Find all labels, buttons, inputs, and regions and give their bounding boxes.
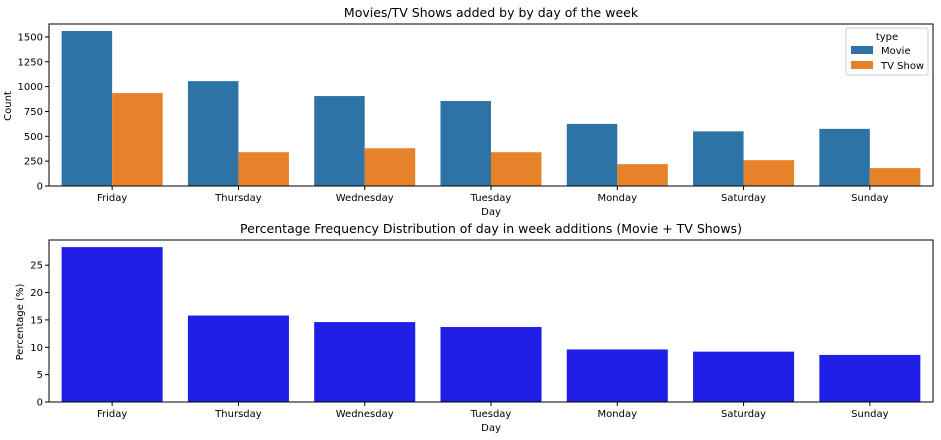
legend-title: type	[876, 32, 898, 43]
bottom-x-tick-label: Sunday	[851, 409, 888, 420]
top-axes-frame	[48, 23, 934, 187]
bottom-x-tick-label: Tuesday	[470, 409, 512, 420]
legend-label-movie: Movie	[881, 46, 911, 57]
top-plot-frame	[48, 23, 934, 187]
bottom-x-tick-label: Monday	[598, 409, 638, 420]
top-bar-tv-show-sunday	[869, 168, 921, 186]
bottom-bar-saturday	[693, 351, 795, 402]
bottom-chart-title: Percentage Frequency Distribution of day…	[240, 221, 742, 236]
bottom-y-tick-label: 25	[30, 261, 43, 272]
top-bar-tv-show-monday	[617, 164, 668, 186]
bottom-y-tick-label: 0	[37, 398, 43, 409]
top-chart-title: Movies/TV Shows added by by day of the w…	[344, 5, 639, 20]
legend-swatch-tv-show	[851, 61, 873, 69]
legend: type Movie TV Show	[845, 27, 929, 76]
top-bar-movie-saturday	[693, 131, 744, 186]
top-x-tick-label: Sunday	[851, 193, 888, 204]
bottom-x-tick-label: Thursday	[214, 409, 262, 420]
top-y-tick-label: 250	[24, 157, 43, 168]
top-bar-tv-show-wednesday	[364, 148, 416, 186]
top-x-ticks: Friday Thursday Wednesday Tuesday Monday Satu…	[97, 186, 889, 204]
bottom-x-tick-label: Saturday	[721, 409, 766, 420]
bottom-bar-friday	[61, 247, 163, 402]
bottom-bar-monday	[566, 349, 668, 402]
top-bar-tv-show-thursday	[238, 152, 289, 186]
top-y-ticks: 0 250 500 750 1000 1250 1500	[18, 32, 49, 193]
top-bar-tv-show-friday	[112, 93, 163, 186]
top-x-tick-label: Thursday	[214, 193, 262, 204]
top-bar-tv-show-tuesday	[491, 152, 542, 186]
legend-swatch-movie	[851, 46, 873, 54]
bottom-y-tick-label: 15	[30, 315, 43, 326]
top-y-tick-label: 0	[37, 182, 43, 193]
top-x-tick-label: Friday	[97, 193, 127, 204]
bottom-bar-wednesday	[314, 322, 416, 402]
bottom-x-tick-label: Wednesday	[336, 409, 394, 420]
top-bar-movie-sunday	[819, 128, 870, 186]
top-x-tick-label: Tuesday	[470, 193, 512, 204]
top-bar-movie-friday	[61, 30, 113, 187]
top-x-axis-label: Day	[481, 207, 501, 218]
bottom-axes-frame	[48, 239, 934, 403]
bottom-bar-thursday	[187, 315, 289, 402]
top-y-tick-label: 1250	[18, 57, 43, 68]
top-bars	[61, 30, 921, 187]
top-x-tick-label: Wednesday	[336, 193, 394, 204]
top-bar-movie-tuesday	[440, 101, 491, 186]
top-x-tick-label: Monday	[598, 193, 638, 204]
bottom-bar-sunday	[819, 354, 921, 402]
bottom-bar-tuesday	[440, 327, 542, 402]
top-y-tick-label: 1000	[18, 82, 43, 93]
bottom-y-ticks: 0 5 10 15 20 25	[30, 261, 49, 409]
bottom-x-axis-label: Day	[481, 423, 501, 434]
bottom-y-tick-label: 10	[30, 343, 43, 354]
legend-label-tv-show: TV Show	[880, 61, 924, 72]
bottom-y-tick-label: 5	[37, 370, 43, 381]
bottom-x-ticks: Friday Thursday Wednesday Tuesday Monday Satu…	[97, 402, 889, 420]
top-y-tick-label: 500	[24, 132, 43, 143]
top-bar-movie-wednesday	[314, 96, 365, 186]
top-bar-movie-monday	[566, 123, 618, 186]
top-bar-tv-show-saturday	[743, 160, 795, 186]
bottom-y-tick-label: 20	[30, 288, 43, 299]
top-y-tick-label: 1500	[18, 32, 43, 43]
top-bar-movie-thursday	[187, 81, 239, 186]
bottom-plot-frame	[48, 239, 934, 403]
top-y-tick-label: 750	[24, 107, 43, 118]
bottom-bars	[61, 247, 921, 402]
bottom-x-tick-label: Friday	[97, 409, 127, 420]
bottom-chart: Percentage Frequency Distribution of day…	[15, 221, 934, 434]
top-chart: Movies/TV Shows added by by day of the w…	[3, 5, 934, 218]
top-x-tick-label: Saturday	[721, 193, 766, 204]
top-y-axis-label: Count	[3, 91, 14, 121]
bottom-y-axis-label: Percentage (%)	[15, 284, 26, 361]
